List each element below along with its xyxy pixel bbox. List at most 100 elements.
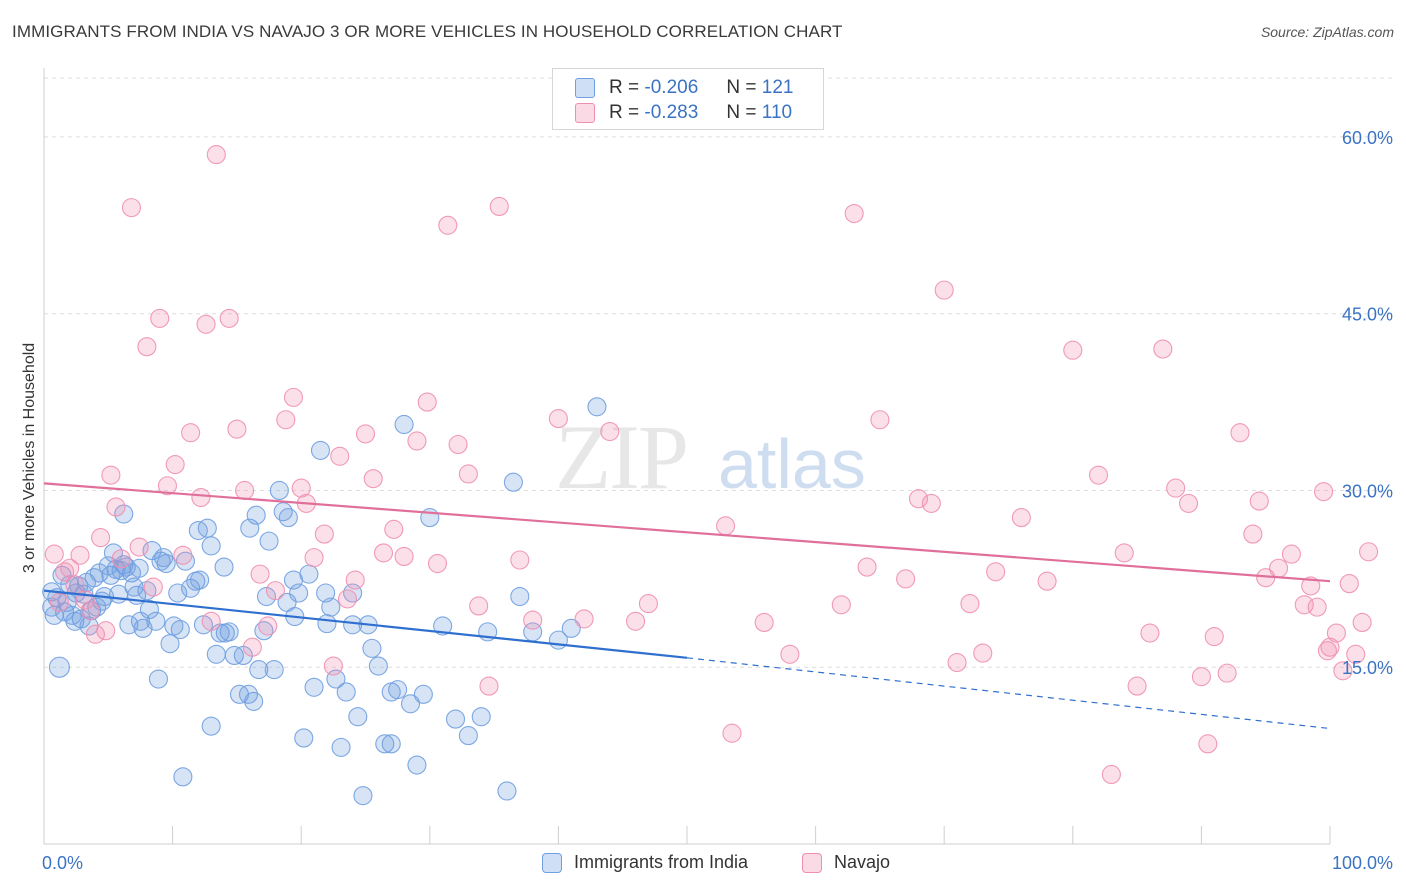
data-point	[196, 314, 216, 334]
data-point	[265, 581, 286, 601]
data-point	[448, 434, 468, 455]
grid-lines	[44, 77, 1394, 668]
legend-item-india[interactable]: Immigrants from India	[542, 852, 748, 873]
data-point	[181, 423, 201, 443]
data-point	[479, 676, 499, 696]
data-point	[503, 472, 523, 492]
data-point	[973, 643, 993, 663]
data-point	[355, 424, 376, 444]
data-point	[1217, 663, 1237, 683]
data-point	[259, 531, 279, 551]
data-point	[1063, 340, 1083, 360]
data-point	[258, 616, 278, 636]
data-point	[1317, 641, 1337, 661]
data-point	[227, 419, 247, 439]
data-point	[1140, 623, 1160, 643]
data-point	[1011, 508, 1031, 528]
data-point	[1191, 667, 1211, 687]
data-point	[129, 537, 149, 557]
data-point	[244, 691, 264, 711]
data-point	[363, 469, 383, 489]
trend-line	[43, 482, 1331, 583]
x-tick-label: 100.0%	[1332, 853, 1393, 873]
data-point	[388, 680, 408, 700]
data-point	[1243, 524, 1263, 544]
series-india-points	[42, 397, 607, 806]
data-point	[510, 550, 530, 570]
data-point	[1198, 734, 1218, 754]
data-point	[638, 594, 658, 614]
data-point	[417, 392, 437, 412]
data-point	[1269, 558, 1289, 578]
data-point	[587, 397, 607, 417]
data-point	[101, 565, 121, 585]
data-point	[381, 734, 401, 754]
data-point	[394, 414, 414, 435]
data-point	[1204, 627, 1224, 647]
data-point	[857, 557, 877, 577]
data-point	[269, 480, 289, 501]
legend-label-navajo: Navajo	[834, 852, 891, 872]
axes	[43, 68, 1331, 845]
data-point	[1314, 482, 1334, 502]
data-point	[445, 709, 466, 729]
legend-r-value: -0.283	[644, 102, 699, 123]
data-point	[219, 308, 239, 328]
data-point	[314, 524, 334, 544]
legend-item-navajo[interactable]: Navajo	[802, 852, 890, 873]
data-point	[831, 595, 851, 615]
data-point	[299, 564, 319, 584]
data-point	[1088, 465, 1109, 485]
data-point	[157, 476, 178, 496]
data-point	[1333, 661, 1353, 681]
data-point	[106, 497, 126, 517]
data-point	[206, 644, 226, 664]
data-point	[151, 551, 171, 571]
data-point	[1037, 571, 1057, 591]
data-point	[1230, 423, 1250, 443]
legend-n-value: 110	[761, 102, 793, 123]
data-point	[394, 546, 414, 567]
data-point	[1114, 543, 1134, 563]
data-point	[407, 431, 427, 451]
data-point	[896, 569, 916, 589]
data-point	[330, 446, 350, 466]
data-point	[348, 707, 368, 727]
data-point	[137, 337, 157, 357]
data-point	[85, 624, 105, 644]
y-tick-label: 15.0%	[1342, 658, 1393, 678]
data-point	[214, 557, 234, 577]
data-point	[101, 465, 121, 485]
data-point	[947, 652, 967, 673]
data-point	[337, 589, 358, 609]
data-point	[353, 786, 373, 806]
data-point	[373, 543, 394, 563]
watermark-atlas: atlas	[718, 425, 866, 503]
series-navajo-points	[44, 145, 1379, 785]
data-point	[433, 616, 453, 636]
data-point	[574, 609, 594, 629]
data-point	[471, 707, 491, 727]
data-point	[249, 660, 269, 680]
data-point	[70, 545, 90, 565]
legend-r-label: R =	[609, 77, 640, 98]
y-tick-labels: 15.0% 30.0% 45.0% 60.0%	[1342, 128, 1393, 678]
data-point	[986, 562, 1006, 582]
correlation-legend: R = -0.206 N = 121 R = -0.283 N = 110	[552, 68, 824, 130]
data-point	[111, 549, 131, 569]
data-point	[219, 622, 239, 642]
data-point	[283, 387, 304, 407]
data-point	[137, 581, 157, 601]
data-point	[323, 656, 343, 676]
x-tick-label: 0.0%	[42, 853, 83, 873]
data-point	[368, 656, 388, 676]
data-point	[119, 615, 139, 635]
data-point	[345, 570, 365, 590]
y-tick-label: 45.0%	[1342, 305, 1393, 325]
data-point	[317, 614, 337, 634]
data-point	[235, 480, 255, 501]
data-point	[242, 637, 262, 657]
data-point	[754, 612, 774, 632]
data-point	[870, 410, 890, 430]
data-point	[191, 487, 211, 508]
